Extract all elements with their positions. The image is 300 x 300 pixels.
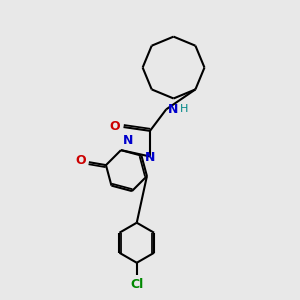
Text: O: O — [75, 154, 86, 167]
Text: N: N — [168, 103, 178, 116]
Text: Cl: Cl — [130, 278, 143, 291]
Text: O: O — [109, 120, 120, 133]
Text: N: N — [145, 151, 155, 164]
Text: H: H — [179, 104, 188, 114]
Text: N: N — [122, 134, 133, 147]
